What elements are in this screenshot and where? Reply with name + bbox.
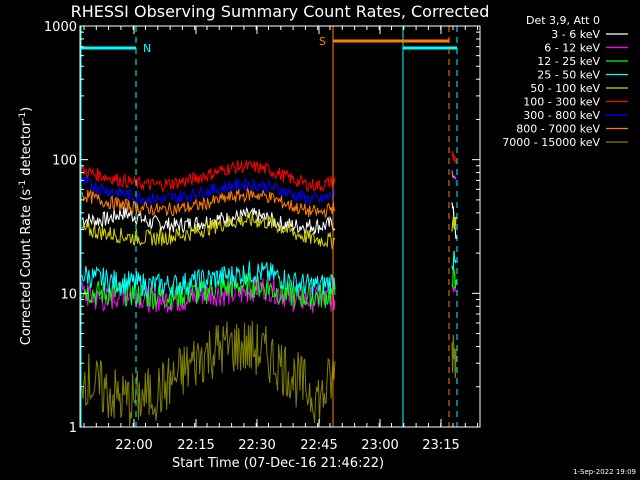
series-line-late (451, 151, 457, 165)
y-tick-label: 100 (52, 154, 77, 169)
series-line (81, 211, 336, 250)
legend-label: 25 - 50 keV (537, 69, 600, 82)
y-tick-label: 10 (60, 287, 77, 302)
legend-label: 3 - 6 keV (551, 28, 600, 41)
ylabel-mid: detector (19, 120, 34, 180)
legend-label: 300 - 800 keV (523, 109, 600, 122)
legend-label: 50 - 100 keV (530, 82, 600, 95)
chart-title: RHESSI Observing Summary Count Rates, Co… (71, 2, 490, 21)
ylabel-main: Corrected Count Rate (s (19, 189, 34, 346)
y-tick-label: 1000 (44, 20, 77, 35)
x-tick-label: 22:45 (300, 438, 337, 453)
legend-label: 12 - 25 keV (537, 55, 600, 68)
x-tick-label: 23:00 (361, 438, 398, 453)
saa-flag-label: S (319, 35, 326, 48)
legend-header: Det 3,9, Att 0 (526, 14, 600, 27)
y-ticks: 1 10 100 1000 (44, 20, 480, 436)
ylabel-sup2: -1 (18, 112, 28, 121)
ylabel-sup1: -1 (18, 180, 28, 189)
x-ticks: 22:00 22:15 22:30 22:45 23:00 23:15 (83, 26, 479, 453)
series-line-late (451, 334, 457, 379)
legend-label: 800 - 7000 keV (516, 123, 600, 136)
legend-label: 6 - 12 keV (544, 42, 600, 55)
series-line-late (451, 170, 457, 180)
series-line-late (451, 266, 457, 289)
series-line-late (451, 250, 457, 270)
series-line-late (451, 216, 457, 232)
y-axis-label: Corrected Count Rate (s-1 detector-1) (18, 107, 34, 345)
x-axis-label: Start Time (07-Dec-16 21:46:22) (172, 456, 384, 471)
series-line (81, 275, 336, 313)
y-tick-label: 1 (69, 421, 77, 436)
legend-label: 100 - 300 keV (523, 96, 600, 109)
x-tick-label: 22:15 (177, 438, 214, 453)
series-line (81, 321, 336, 427)
series-line (81, 160, 336, 193)
x-tick-label: 22:00 (115, 438, 152, 453)
series-layer (81, 151, 457, 427)
series-line (81, 261, 336, 299)
night-flag-label: N (143, 42, 151, 55)
x-tick-label: 23:15 (422, 438, 459, 453)
ylabel-end: ) (19, 107, 34, 112)
plot-frame (79, 25, 481, 428)
series-line (81, 206, 336, 235)
series-line (81, 187, 336, 219)
series-line (81, 176, 336, 207)
x-tick-label: 22:30 (238, 438, 275, 453)
flag-layer: NS (80, 26, 458, 427)
footer-timestamp: 1-Sep-2022 19:09 (573, 468, 636, 476)
legend-label: 7000 - 15000 keV (502, 136, 600, 149)
